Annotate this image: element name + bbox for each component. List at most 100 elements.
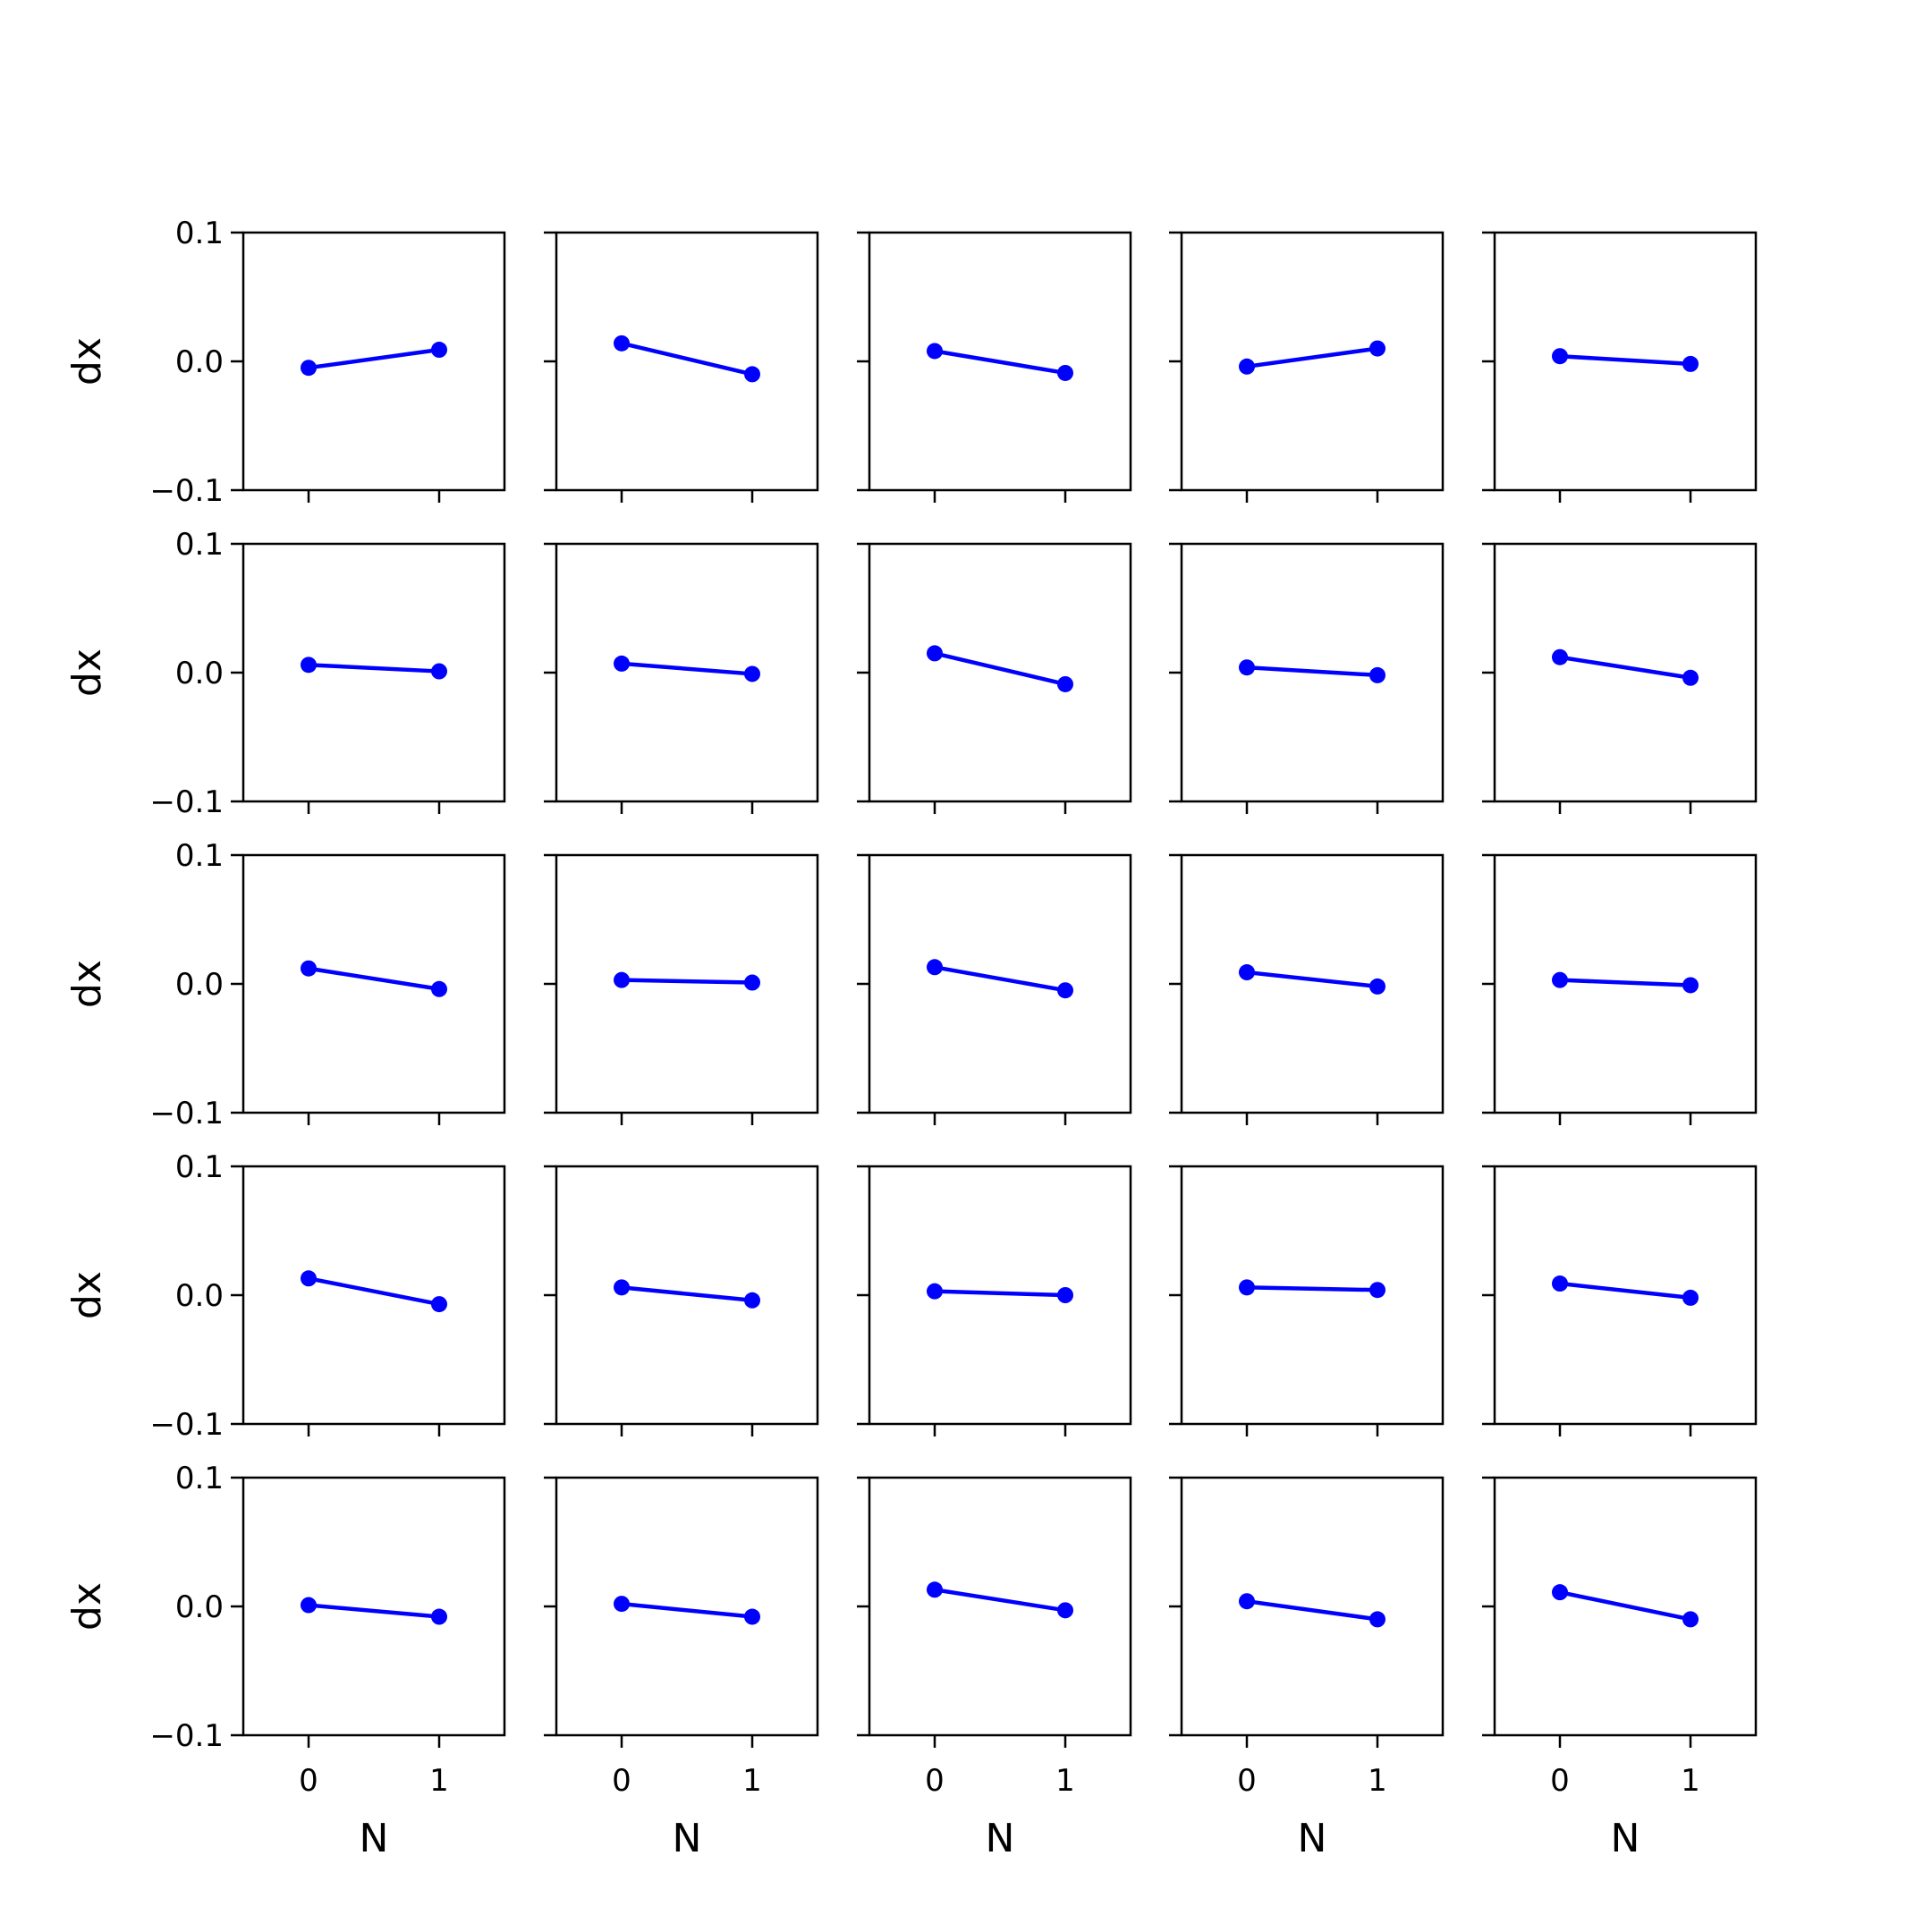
y-tick-label: 0.1 xyxy=(175,1149,224,1185)
data-point-0 xyxy=(927,343,943,360)
data-point-0 xyxy=(614,971,630,988)
series-line xyxy=(934,651,1066,687)
x-tick-label: 0 xyxy=(1237,1763,1257,1799)
panel-r1-c2 xyxy=(544,231,819,503)
series-line xyxy=(934,1588,1066,1613)
series-line xyxy=(621,1601,753,1619)
data-point-0 xyxy=(301,360,317,377)
axes-frame xyxy=(868,1476,1132,1737)
series-line xyxy=(1559,655,1691,680)
data-point-0 xyxy=(301,960,317,977)
axes-frame xyxy=(242,1476,506,1737)
data-point-1 xyxy=(1682,669,1699,686)
x-tick-label: 1 xyxy=(1681,1763,1700,1799)
axes-frame xyxy=(242,231,506,492)
data-point-1 xyxy=(431,1296,447,1313)
panel-r4-c1: 0.1 0.0 −0.1 dx xyxy=(64,1149,506,1443)
series-line xyxy=(308,1276,440,1307)
data-point-0 xyxy=(614,335,630,352)
x-axis-label: N xyxy=(360,1816,389,1861)
data-point-0 xyxy=(614,655,630,672)
y-axis-label: dx xyxy=(64,1271,110,1319)
data-point-0 xyxy=(1552,648,1568,665)
panel-r2-c2 xyxy=(544,542,819,814)
axes-frame xyxy=(1180,1476,1445,1737)
data-point-1 xyxy=(431,1608,447,1625)
panel-r2-c5 xyxy=(1482,542,1758,814)
x-tick-label: 1 xyxy=(1055,1763,1075,1799)
data-point-0 xyxy=(1552,1275,1568,1292)
data-point-1 xyxy=(1057,364,1073,381)
data-point-0 xyxy=(1239,358,1255,375)
data-point-1 xyxy=(744,1292,760,1309)
panel-r1-c3 xyxy=(857,231,1132,503)
data-point-0 xyxy=(927,1283,943,1300)
x-tick-label: 1 xyxy=(1368,1763,1387,1799)
panel-r5-c1: 0.1 0.0 −0.1 0 1 dx N xyxy=(64,1461,506,1861)
axes-frame xyxy=(1180,853,1445,1114)
y-tick-label: 0.0 xyxy=(175,344,224,380)
panel-r3-c3 xyxy=(857,853,1132,1125)
data-point-0 xyxy=(1552,1584,1568,1601)
axes-frame xyxy=(1493,542,1758,803)
axes-frame xyxy=(1180,231,1445,492)
y-axis-label: dx xyxy=(64,960,110,1008)
data-point-0 xyxy=(1239,659,1255,676)
data-point-0 xyxy=(301,657,317,674)
series-line xyxy=(621,978,753,985)
series-line xyxy=(621,661,753,676)
data-point-0 xyxy=(927,1581,943,1598)
series-line xyxy=(621,1285,753,1302)
axes-frame xyxy=(242,1165,506,1426)
x-axis-label: N xyxy=(1611,1816,1640,1861)
panel-r4-c3 xyxy=(857,1165,1132,1436)
data-point-1 xyxy=(1682,1289,1699,1306)
panel-r2-c3 xyxy=(857,542,1132,814)
axes-frame xyxy=(242,853,506,1114)
series-line xyxy=(308,347,440,370)
axes-frame xyxy=(555,853,819,1114)
data-point-1 xyxy=(1369,978,1385,995)
data-point-1 xyxy=(1682,977,1699,994)
x-tick-label: 1 xyxy=(429,1763,449,1799)
data-point-1 xyxy=(744,665,760,682)
data-point-1 xyxy=(431,342,447,359)
x-tick-label: 0 xyxy=(299,1763,318,1799)
data-point-1 xyxy=(744,974,760,991)
data-point-1 xyxy=(1682,355,1699,372)
series-line xyxy=(1246,970,1378,989)
data-point-1 xyxy=(1057,1287,1073,1303)
data-point-1 xyxy=(1369,666,1385,683)
y-tick-label: 0.0 xyxy=(175,656,224,691)
data-point-1 xyxy=(1682,1611,1699,1628)
x-axis-label: N xyxy=(673,1816,702,1861)
series-line xyxy=(934,349,1066,376)
panel-r3-c5 xyxy=(1482,853,1758,1125)
y-tick-label: −0.1 xyxy=(149,784,224,820)
data-point-1 xyxy=(744,1608,760,1625)
y-tick-label: 0.1 xyxy=(175,216,224,251)
axes-frame xyxy=(868,853,1132,1114)
data-point-0 xyxy=(301,1597,317,1614)
panel-r3-c4 xyxy=(1169,853,1445,1125)
series-line xyxy=(934,965,1066,993)
data-point-0 xyxy=(1552,971,1568,988)
x-tick-label: 0 xyxy=(925,1763,945,1799)
y-tick-label: −0.1 xyxy=(149,1407,224,1443)
panel-r4-c5 xyxy=(1482,1165,1758,1436)
series-line xyxy=(308,663,440,674)
series-line xyxy=(621,341,753,377)
panel-r5-c4: 0 1 N xyxy=(1169,1476,1445,1861)
data-point-0 xyxy=(614,1596,630,1613)
panel-r5-c5: 0 1 N xyxy=(1482,1476,1758,1861)
axes-frame xyxy=(1180,1165,1445,1426)
y-axis-label: dx xyxy=(64,1582,110,1631)
panel-r3-c2 xyxy=(544,853,819,1125)
data-point-0 xyxy=(1239,1279,1255,1296)
data-point-0 xyxy=(301,1270,317,1287)
panel-r1-c4 xyxy=(1169,231,1445,503)
y-tick-label: −0.1 xyxy=(149,473,224,509)
data-point-1 xyxy=(1369,1611,1385,1628)
data-point-1 xyxy=(1057,1602,1073,1619)
